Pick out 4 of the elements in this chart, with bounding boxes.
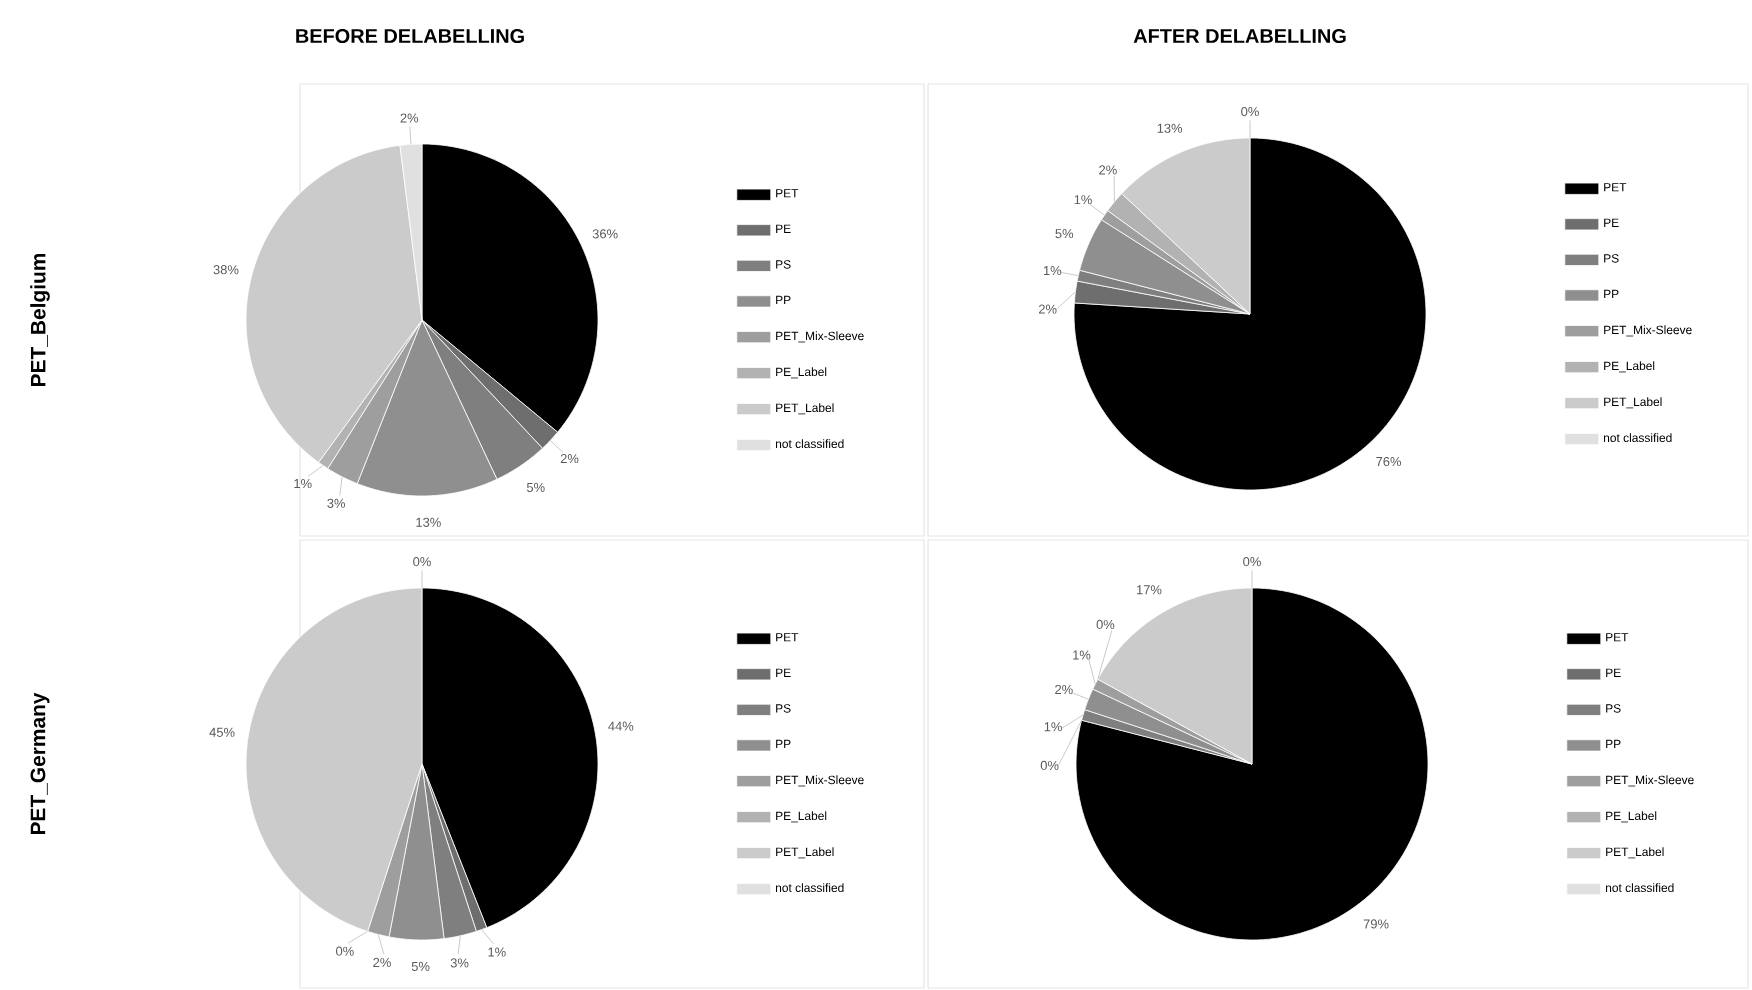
chart-title: AFTER DELABELLING: [1133, 28, 1346, 44]
chart-title: BEFORE DELABELLING: [296, 28, 524, 44]
text: PET_Germany: [30, 692, 50, 835]
text: PET_Belgium: [30, 253, 50, 387]
